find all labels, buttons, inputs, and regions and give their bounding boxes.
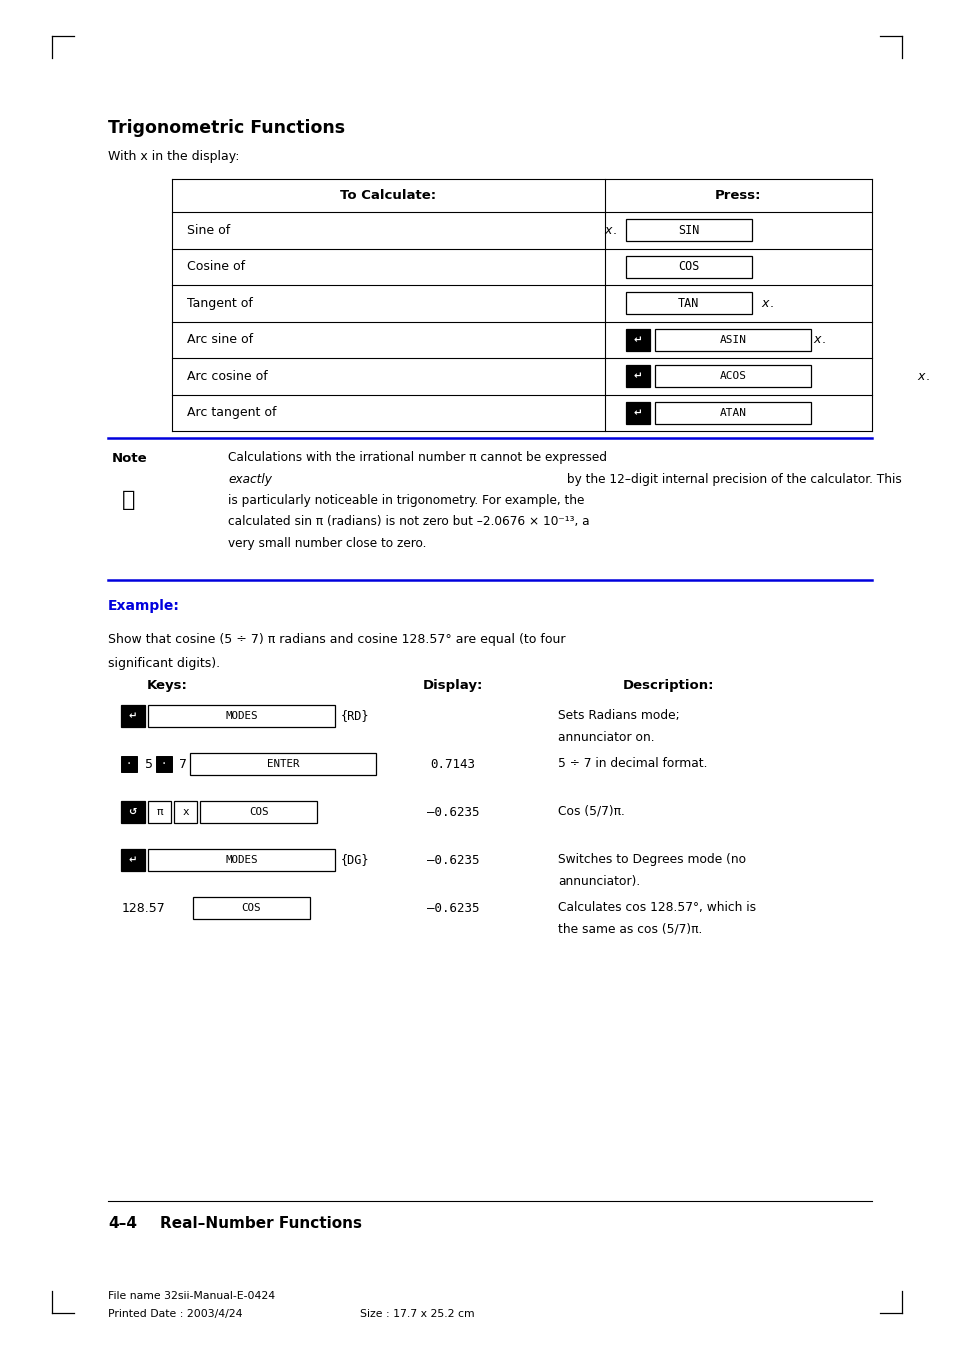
- Text: With x in the display:: With x in the display:: [108, 150, 239, 163]
- Text: ATAN: ATAN: [719, 408, 745, 417]
- Text: {RD}: {RD}: [340, 709, 369, 723]
- Text: the same as cos (5/7)π.: the same as cos (5/7)π.: [558, 923, 701, 936]
- Text: .: .: [612, 224, 616, 236]
- FancyBboxPatch shape: [121, 848, 145, 871]
- Text: Arc cosine of: Arc cosine of: [187, 370, 272, 382]
- FancyBboxPatch shape: [625, 255, 751, 278]
- FancyBboxPatch shape: [155, 757, 172, 771]
- FancyBboxPatch shape: [625, 401, 649, 424]
- Text: –0.6235: –0.6235: [426, 901, 478, 915]
- Text: x: x: [708, 261, 716, 273]
- Text: .: .: [821, 334, 824, 346]
- Text: –0.6235: –0.6235: [426, 805, 478, 819]
- Text: x: x: [760, 297, 768, 309]
- Text: ASIN: ASIN: [719, 335, 745, 345]
- FancyBboxPatch shape: [625, 219, 751, 242]
- Text: MODES: MODES: [225, 711, 257, 721]
- Text: Trigonometric Functions: Trigonometric Functions: [108, 119, 345, 136]
- Text: 128.57: 128.57: [122, 901, 166, 915]
- Text: annunciator).: annunciator).: [558, 875, 639, 888]
- Text: Size : 17.7 x 25.2 cm: Size : 17.7 x 25.2 cm: [359, 1309, 475, 1319]
- Text: Switches to Degrees mode (no: Switches to Degrees mode (no: [558, 852, 745, 866]
- Text: Description:: Description:: [621, 680, 713, 692]
- Text: Press:: Press:: [715, 189, 760, 203]
- Text: –0.6235: –0.6235: [426, 854, 478, 866]
- Text: Sets Radians mode;: Sets Radians mode;: [558, 709, 682, 721]
- Text: 7: 7: [179, 758, 188, 770]
- Text: ↵: ↵: [129, 711, 137, 721]
- Text: x: x: [182, 807, 189, 817]
- Text: ↵: ↵: [633, 335, 641, 345]
- Text: 5 ÷ 7 in decimal format.: 5 ÷ 7 in decimal format.: [558, 757, 707, 770]
- FancyBboxPatch shape: [625, 328, 649, 351]
- Text: ·: ·: [126, 759, 132, 769]
- Text: ACOS: ACOS: [719, 372, 745, 381]
- Text: {DG}: {DG}: [340, 854, 369, 866]
- Text: Show that cosine (5 ÷ 7) π radians and cosine 128.57° are equal (to four: Show that cosine (5 ÷ 7) π radians and c…: [108, 634, 565, 646]
- FancyBboxPatch shape: [121, 757, 137, 771]
- Text: x: x: [813, 334, 820, 346]
- FancyBboxPatch shape: [625, 365, 649, 388]
- FancyBboxPatch shape: [190, 753, 375, 775]
- Text: is particularly noticeable in trigonometry. For example, the: is particularly noticeable in trigonomet…: [228, 494, 584, 507]
- FancyBboxPatch shape: [193, 897, 310, 919]
- Text: Arc tangent of: Arc tangent of: [187, 407, 280, 419]
- Text: 5: 5: [145, 758, 152, 770]
- FancyBboxPatch shape: [148, 801, 171, 823]
- Text: ENTER: ENTER: [267, 759, 299, 769]
- Text: To Calculate:: To Calculate:: [340, 189, 436, 203]
- Text: File name 32sii-Manual-E-0424: File name 32sii-Manual-E-0424: [108, 1292, 274, 1301]
- Text: ·: ·: [160, 759, 167, 769]
- Text: Calculates cos 128.57°, which is: Calculates cos 128.57°, which is: [558, 901, 756, 915]
- FancyBboxPatch shape: [625, 292, 751, 315]
- FancyBboxPatch shape: [121, 801, 145, 823]
- FancyBboxPatch shape: [121, 705, 145, 727]
- Text: 0.7143: 0.7143: [430, 758, 475, 770]
- Text: very small number close to zero.: very small number close to zero.: [228, 536, 426, 550]
- Text: 👆: 👆: [122, 490, 135, 509]
- Text: x: x: [917, 370, 924, 382]
- Text: Calculations with the irrational number π cannot be expressed: Calculations with the irrational number …: [228, 451, 606, 463]
- Text: Cosine of: Cosine of: [187, 261, 249, 273]
- FancyBboxPatch shape: [148, 848, 335, 871]
- Text: MODES: MODES: [225, 855, 257, 865]
- Text: Printed Date : 2003/4/24: Printed Date : 2003/4/24: [108, 1309, 242, 1319]
- FancyBboxPatch shape: [655, 401, 810, 424]
- FancyBboxPatch shape: [655, 365, 810, 388]
- FancyBboxPatch shape: [655, 328, 810, 351]
- Text: TAN: TAN: [678, 297, 699, 309]
- FancyBboxPatch shape: [174, 801, 196, 823]
- Text: COS: COS: [249, 807, 268, 817]
- Text: π: π: [156, 807, 163, 817]
- Text: SIN: SIN: [678, 224, 699, 236]
- Text: ↵: ↵: [129, 855, 137, 865]
- Text: COS: COS: [678, 261, 699, 273]
- Text: Cos (5/7)π.: Cos (5/7)π.: [558, 805, 624, 817]
- Text: .: .: [924, 370, 929, 382]
- Text: x: x: [604, 224, 611, 236]
- Text: .: .: [768, 297, 772, 309]
- Text: .: .: [717, 261, 720, 273]
- Text: by the 12–digit internal precision of the calculator. This: by the 12–digit internal precision of th…: [562, 473, 901, 485]
- Text: ↵: ↵: [633, 372, 641, 381]
- Text: Example:: Example:: [108, 598, 180, 613]
- Text: Keys:: Keys:: [147, 680, 187, 692]
- FancyBboxPatch shape: [148, 705, 335, 727]
- Text: Real–Number Functions: Real–Number Functions: [160, 1216, 361, 1231]
- Text: COS: COS: [241, 902, 261, 913]
- Text: ↵: ↵: [633, 408, 641, 417]
- Text: 4–4: 4–4: [108, 1216, 137, 1231]
- Text: Display:: Display:: [422, 680, 482, 692]
- Text: Note: Note: [112, 453, 148, 465]
- Text: Tangent of: Tangent of: [187, 297, 256, 309]
- Text: exactly: exactly: [228, 473, 272, 485]
- Text: ↺: ↺: [129, 807, 137, 817]
- Text: significant digits).: significant digits).: [108, 657, 220, 670]
- FancyBboxPatch shape: [200, 801, 316, 823]
- Text: annunciator on.: annunciator on.: [558, 731, 654, 744]
- Text: Sine of: Sine of: [187, 224, 234, 236]
- Text: calculated sin π (radians) is not zero but –2.0676 × 10⁻¹³, a: calculated sin π (radians) is not zero b…: [228, 516, 589, 528]
- Text: Arc sine of: Arc sine of: [187, 334, 257, 346]
